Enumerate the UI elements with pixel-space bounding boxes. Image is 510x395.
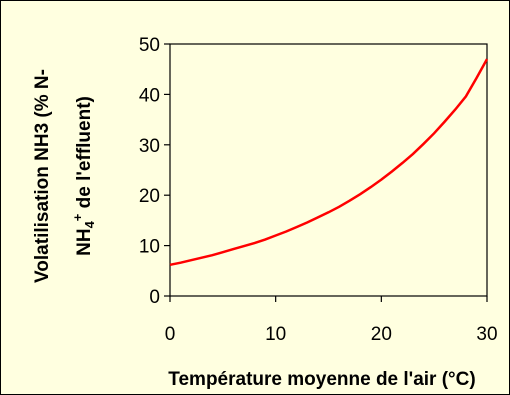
y-axis-title-rest: de l'effluent) (74, 96, 95, 213)
y-axis-title-line1: Volatilisation NH3 (% N- (32, 69, 53, 283)
y-axis-title-superscript: + (70, 213, 85, 221)
y-axis-ticks: 0 10 20 30 40 50 (139, 35, 170, 308)
y-tick-label: 0 (149, 287, 160, 308)
y-tick-label: 10 (139, 237, 160, 258)
x-tick-label: 20 (371, 324, 392, 345)
series-line (169, 58, 489, 267)
y-tick-label: 50 (139, 35, 160, 56)
y-axis-title: Volatilisation NH3 (% N- NH4+ de l'efflu… (32, 69, 97, 283)
x-tick-label: 0 (165, 324, 176, 345)
x-tick-label: 10 (265, 324, 286, 345)
y-tick-label: 20 (139, 186, 160, 207)
y-axis-title-nh: NH (74, 228, 95, 255)
x-tick-label: 30 (476, 324, 497, 345)
x-axis-title: Température moyenne de l'air (°C) (168, 369, 475, 390)
x-axis-ticks: 0 10 20 30 (165, 296, 498, 345)
y-tick-label: 40 (139, 85, 160, 106)
plot-area (169, 43, 488, 297)
y-axis-title-line2: NH4+ de l'effluent) (70, 96, 97, 256)
y-axis-title-subscript: 4 (82, 220, 97, 228)
y-tick-label: 30 (139, 136, 160, 157)
